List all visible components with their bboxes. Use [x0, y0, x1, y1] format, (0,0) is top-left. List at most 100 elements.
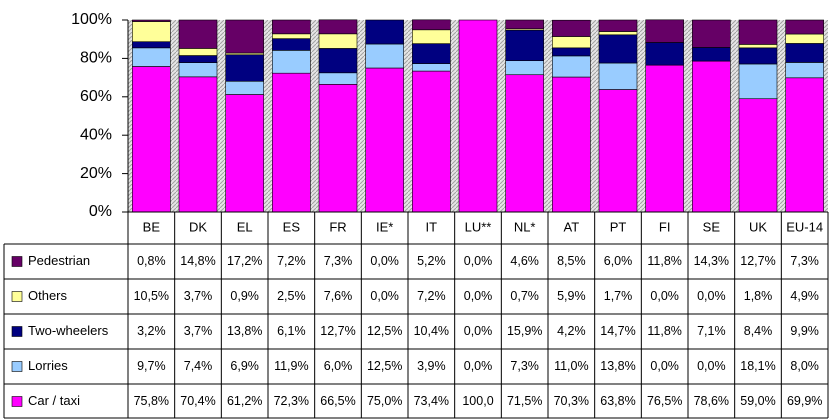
bar-segment	[598, 31, 638, 36]
table-cell: 63,8%	[600, 394, 635, 408]
table-cell: 14,3%	[694, 254, 729, 268]
x-tick-label: ES	[283, 219, 301, 234]
bar-segment	[552, 36, 591, 49]
table-cell: 8,5%	[557, 254, 586, 268]
table-cell: 1,7%	[604, 289, 633, 303]
table-cell: 75,0%	[367, 394, 402, 408]
table-cell: 6,0%	[324, 359, 353, 373]
table-cell: 12,7%	[740, 254, 775, 268]
bar-segment	[785, 77, 824, 213]
bar-segment	[272, 33, 311, 39]
x-tick-label: EL	[237, 219, 253, 234]
table-cell: 72,3%	[274, 394, 309, 408]
bar-segment	[412, 43, 451, 64]
bar-segment	[692, 60, 731, 213]
table-cell: 100,0	[462, 394, 493, 408]
bar-segment	[318, 84, 358, 213]
bar-segment	[272, 38, 311, 51]
table-cell: 11,8%	[647, 324, 682, 338]
table-cell: 7,2%	[417, 289, 446, 303]
table-cell: 70,3%	[554, 394, 589, 408]
y-tick-label: 20%	[80, 165, 112, 182]
table-cell: 71,5%	[507, 394, 542, 408]
bar-segment	[225, 54, 264, 82]
bar-segment	[785, 43, 824, 63]
x-tick-label: SE	[703, 219, 721, 234]
bar-segment	[412, 19, 451, 31]
table-cell: 0,0%	[464, 324, 493, 338]
bar-segment	[365, 67, 404, 213]
table-cell: 0,0%	[370, 254, 399, 268]
bar-segment	[645, 19, 684, 43]
legend-key	[11, 291, 23, 302]
legend-key	[11, 361, 23, 372]
bar-segment	[272, 72, 311, 213]
table-cell: 17,2%	[227, 254, 262, 268]
table-cell: 8,0%	[790, 359, 819, 373]
x-tick-label: PT	[610, 219, 627, 234]
bar-segment	[412, 63, 451, 72]
bar-segment	[785, 33, 824, 44]
table-cell: 2,5%	[277, 289, 306, 303]
bar-segment	[365, 19, 404, 45]
legend-label: Others	[28, 288, 68, 303]
bar-segment	[598, 34, 638, 64]
bar-segment	[412, 70, 451, 213]
x-tick-label: DK	[189, 219, 207, 234]
table-cell: 0,0%	[370, 289, 399, 303]
legend-label: Lorries	[28, 358, 68, 373]
table-cell: 14,8%	[180, 254, 215, 268]
table-cell: 18,1%	[740, 359, 775, 373]
x-tick-label: UK	[749, 219, 767, 234]
table-cell: 15,9%	[507, 324, 542, 338]
bar-segment	[738, 47, 778, 65]
bar-segment	[272, 19, 311, 35]
table-cell: 0,0%	[697, 359, 726, 373]
table-cell: 11,8%	[647, 254, 682, 268]
bar-segment	[225, 19, 264, 54]
bar-segment	[132, 19, 171, 22]
table-cell: 11,0%	[554, 359, 589, 373]
bar-segment	[132, 66, 171, 213]
bar-segment	[692, 19, 731, 48]
table-cell: 0,8%	[137, 254, 166, 268]
x-tick-label: IE*	[376, 219, 393, 234]
table-cell: 78,6%	[694, 394, 729, 408]
bar-segment	[785, 62, 824, 79]
table-cell: 73,4%	[414, 394, 449, 408]
table-cell: 7,6%	[324, 289, 353, 303]
table-cell: 7,3%	[324, 254, 353, 268]
table-cell: 5,9%	[557, 289, 586, 303]
bar-segment	[505, 19, 544, 30]
table-cell: 70,4%	[180, 394, 215, 408]
table-cell: 3,7%	[184, 324, 213, 338]
table-cell: 7,1%	[697, 324, 726, 338]
table-cell: 12,5%	[367, 359, 402, 373]
bar-segment	[552, 55, 591, 78]
bar-segment	[132, 47, 171, 67]
table-cell: 14,7%	[600, 324, 635, 338]
legend-key	[11, 256, 23, 267]
y-tick-label: 60%	[80, 88, 112, 105]
x-tick-label: IT	[426, 219, 438, 234]
table-cell: 10,5%	[134, 289, 169, 303]
bar-segment	[738, 44, 778, 49]
bar-segment	[225, 80, 264, 95]
y-tick-label: 0%	[89, 203, 112, 220]
bar-segment	[505, 74, 544, 213]
table-cell: 3,9%	[417, 359, 446, 373]
table-cell: 7,2%	[277, 254, 306, 268]
bar-segment	[178, 76, 218, 213]
table-cell: 9,9%	[790, 324, 819, 338]
table-cell: 6,0%	[604, 254, 633, 268]
bar-segment	[645, 42, 684, 66]
x-tick-label: LU**	[465, 219, 492, 234]
bar-segment	[505, 29, 544, 62]
table-cell: 7,4%	[184, 359, 213, 373]
bar-segment	[412, 29, 451, 44]
bar-segment	[178, 55, 218, 63]
y-tick-label: 100%	[71, 11, 112, 28]
table-cell: 4,9%	[790, 289, 819, 303]
bar-segment	[132, 41, 171, 49]
table-cell: 13,8%	[227, 324, 262, 338]
